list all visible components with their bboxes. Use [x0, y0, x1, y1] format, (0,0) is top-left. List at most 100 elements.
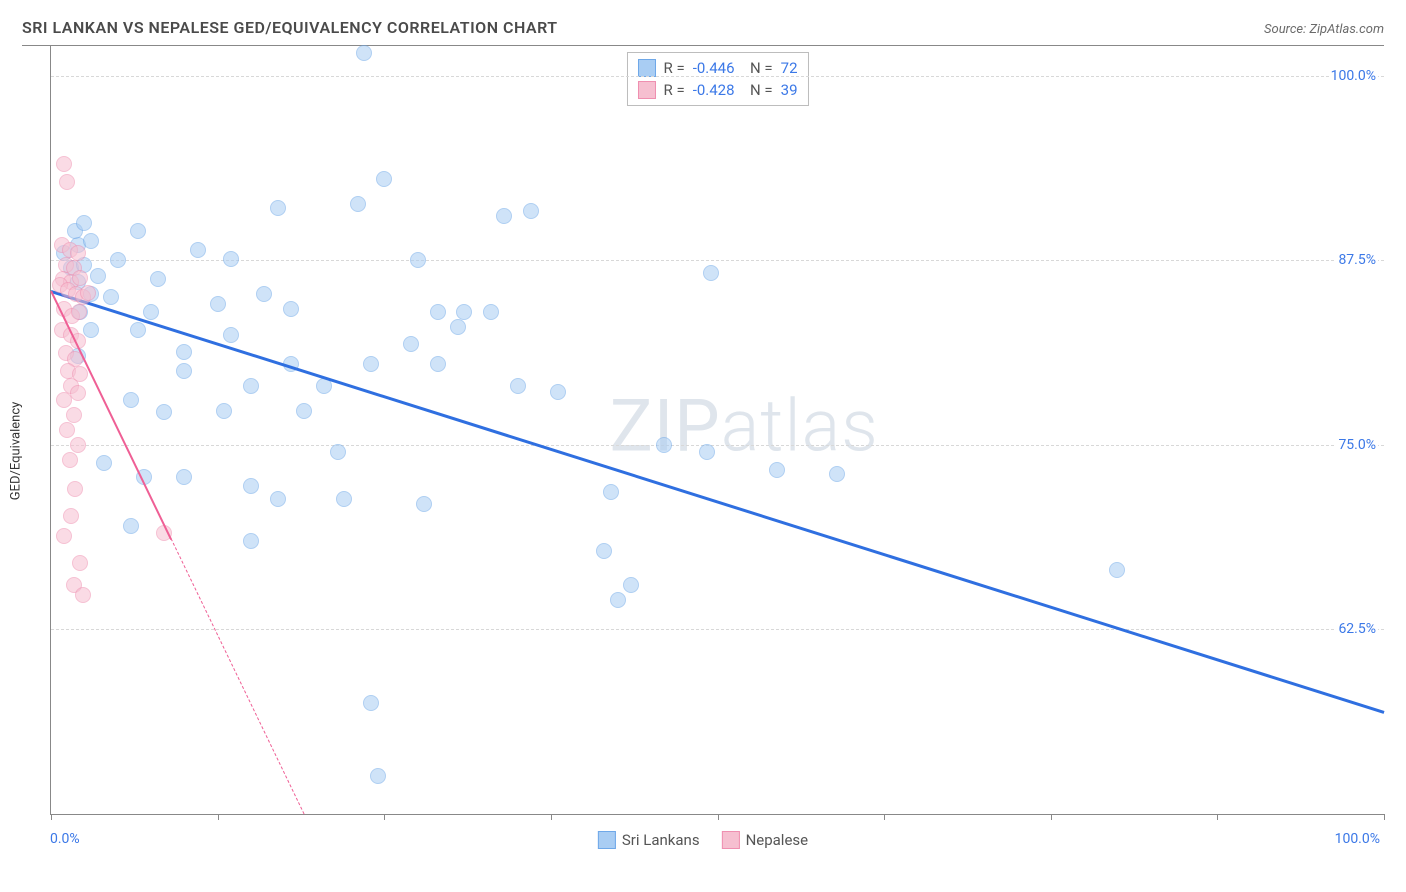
data-point [56, 156, 72, 172]
data-point [430, 304, 446, 320]
data-point [330, 444, 346, 460]
legend-n-value: 39 [781, 81, 798, 99]
legend-item: Nepalese [722, 831, 809, 849]
data-point [550, 384, 566, 400]
data-point [703, 265, 719, 281]
data-point [130, 223, 146, 239]
y-tick-label: 62.5% [1336, 621, 1378, 637]
data-point [176, 469, 192, 485]
source-label: Source: [1264, 22, 1306, 37]
x-tick [218, 814, 219, 820]
data-point [416, 496, 432, 512]
legend-r-value: -0.428 [693, 81, 735, 99]
legend-n-label: N = [743, 59, 773, 77]
data-point [156, 404, 172, 420]
data-point [70, 245, 86, 261]
data-point [699, 444, 715, 460]
data-point [296, 403, 312, 419]
data-point [1109, 562, 1125, 578]
data-point [223, 251, 239, 267]
watermark-atlas: atlas [721, 383, 879, 468]
data-point [223, 327, 239, 343]
data-point [62, 452, 78, 468]
data-point [270, 491, 286, 507]
data-point [483, 304, 499, 320]
y-tick-label: 100.0% [1329, 68, 1378, 84]
plot-area: ZIPatlas R = -0.446 N = 72R = -0.428 N =… [50, 46, 1384, 815]
y-axis-label: GED/Equivalency [9, 401, 24, 500]
data-point [59, 422, 75, 438]
source-value: ZipAtlas.com [1309, 22, 1384, 37]
data-point [656, 437, 672, 453]
x-tick [551, 814, 552, 820]
data-point [63, 508, 79, 524]
data-point [190, 242, 206, 258]
regression-line [171, 538, 305, 814]
data-point [110, 252, 126, 268]
data-point [216, 403, 232, 419]
data-point [103, 289, 119, 305]
x-tick [1217, 814, 1218, 820]
data-point [70, 437, 86, 453]
data-point [71, 304, 87, 320]
data-point [430, 356, 446, 372]
chart-container: GED/Equivalency ZIPatlas R = -0.446 N = … [22, 45, 1384, 855]
legend-swatch [637, 81, 655, 99]
data-point [376, 171, 392, 187]
data-point [59, 174, 75, 190]
data-point [123, 392, 139, 408]
data-point [450, 319, 466, 335]
data-point [403, 336, 419, 352]
data-point [283, 301, 299, 317]
legend-label: Sri Lankans [622, 831, 700, 849]
x-axis-max-label: 100.0% [1335, 831, 1380, 847]
data-point [210, 296, 226, 312]
data-point [56, 528, 72, 544]
data-point [80, 285, 96, 301]
data-point [610, 592, 626, 608]
data-point [356, 45, 372, 61]
data-point [336, 491, 352, 507]
data-point [596, 543, 612, 559]
legend-label: Nepalese [746, 831, 809, 849]
data-point [76, 215, 92, 231]
data-point [603, 484, 619, 500]
data-point [96, 455, 112, 471]
watermark: ZIPatlas [610, 383, 879, 468]
regression-line [51, 290, 1385, 713]
legend-item: Sri Lankans [598, 831, 700, 849]
data-point [623, 577, 639, 593]
data-point [90, 268, 106, 284]
data-point [769, 462, 785, 478]
data-point [75, 587, 91, 603]
series-legend: Sri Lankans Nepalese [598, 831, 808, 849]
x-tick [718, 814, 719, 820]
data-point [510, 378, 526, 394]
legend-r-label: R = [663, 81, 684, 99]
data-point [829, 466, 845, 482]
data-point [270, 200, 286, 216]
legend-r-label: R = [663, 59, 684, 77]
y-tick-label: 87.5% [1336, 252, 1378, 268]
data-point [66, 407, 82, 423]
data-point [363, 695, 379, 711]
gridline [51, 629, 1384, 630]
data-point [350, 196, 366, 212]
data-point [456, 304, 472, 320]
legend-n-value: 72 [781, 59, 798, 77]
gridline [51, 445, 1384, 446]
legend-swatch [722, 831, 740, 849]
chart-title: SRI LANKAN VS NEPALESE GED/EQUIVALENCY C… [22, 18, 558, 37]
data-point [363, 356, 379, 372]
gridline [51, 76, 1384, 77]
data-point [370, 768, 386, 784]
gridline [51, 260, 1384, 261]
data-point [123, 518, 139, 534]
source-attribution: Source: ZipAtlas.com [1264, 22, 1384, 37]
data-point [176, 363, 192, 379]
x-tick [884, 814, 885, 820]
data-point [176, 344, 192, 360]
data-point [56, 392, 72, 408]
data-point [67, 481, 83, 497]
data-point [72, 555, 88, 571]
